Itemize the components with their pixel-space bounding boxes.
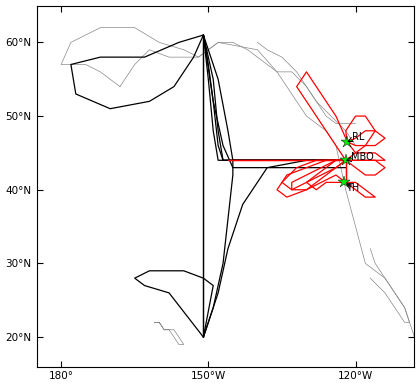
Text: TH: TH [346,183,360,193]
Text: MBO: MBO [347,152,373,163]
Text: RL: RL [348,132,365,142]
